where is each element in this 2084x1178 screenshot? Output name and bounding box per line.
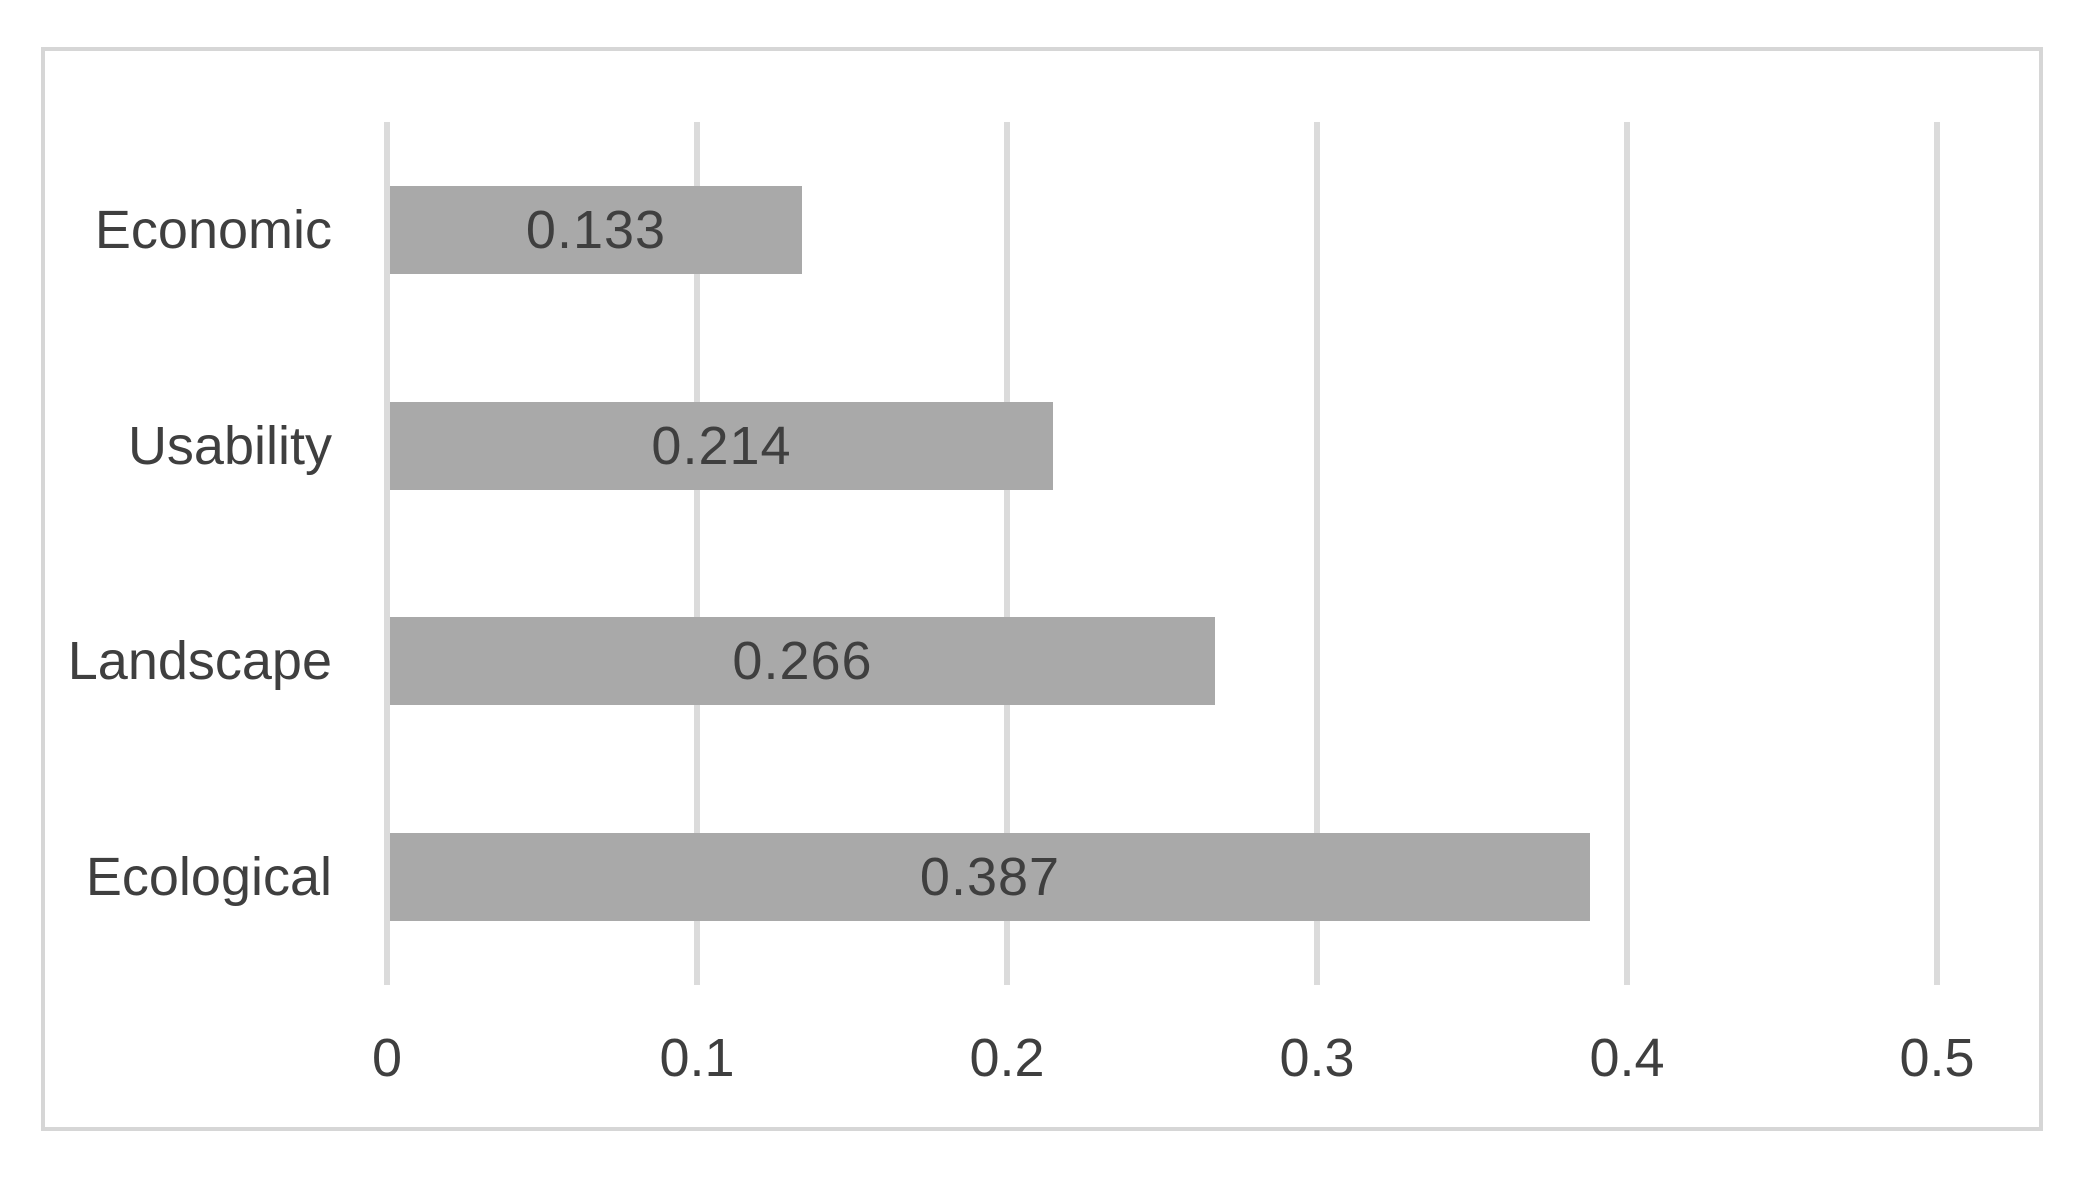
chart-frame bbox=[41, 47, 2043, 1131]
